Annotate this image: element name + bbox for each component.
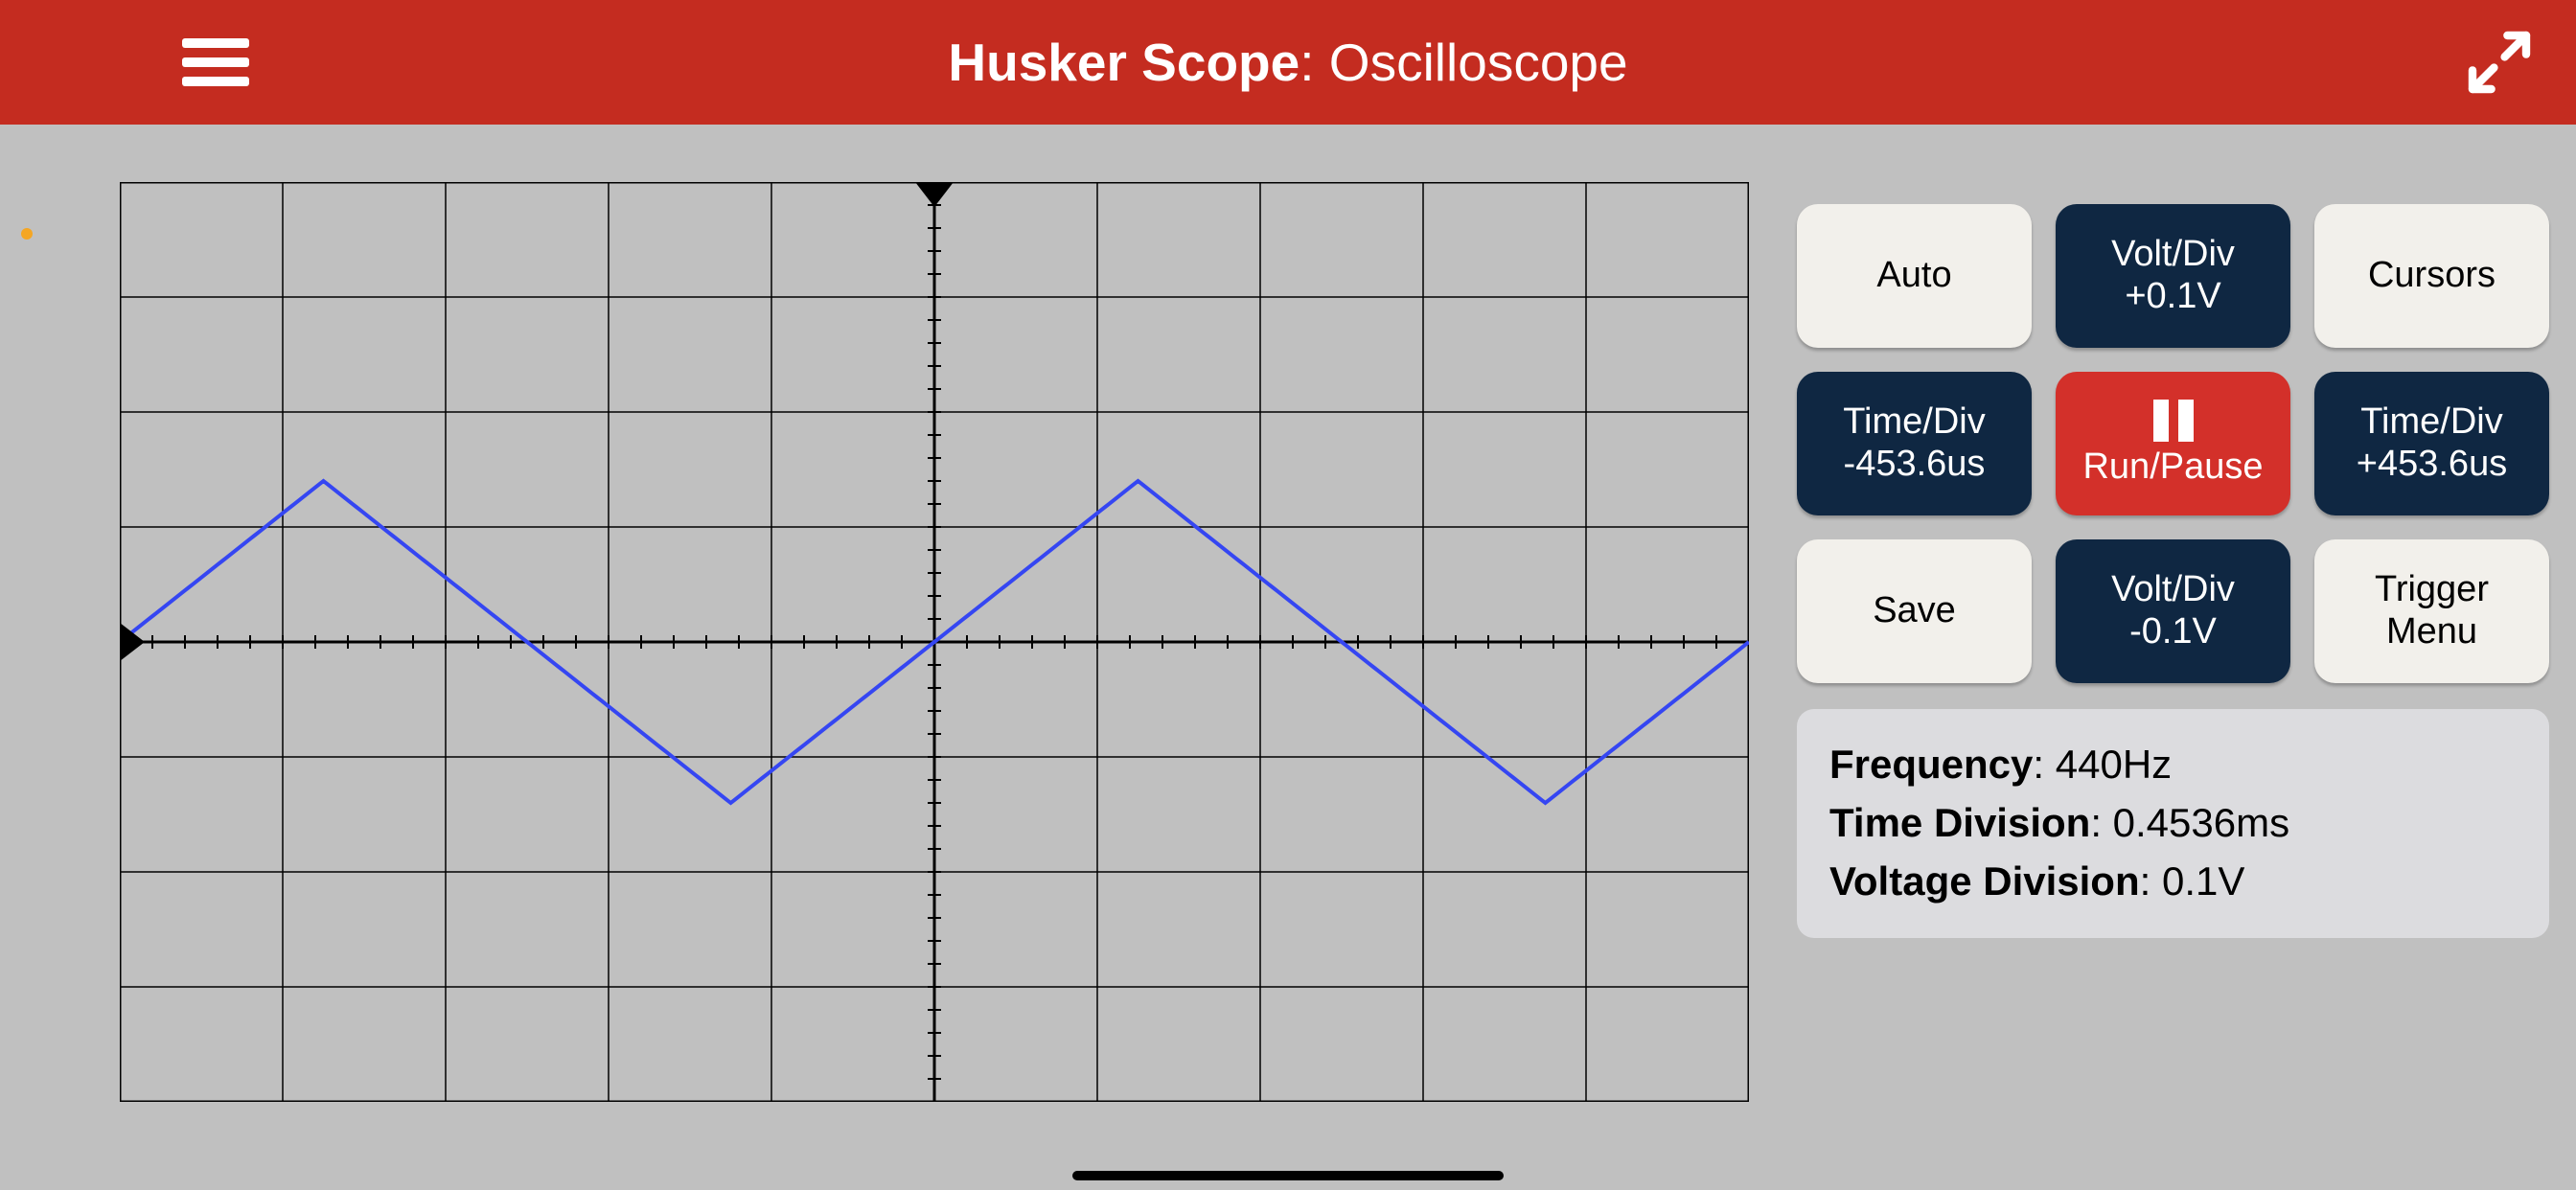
info-time-label: Time Division bbox=[1829, 800, 2090, 845]
trigger-l1: Trigger bbox=[2375, 570, 2489, 610]
time-div-down-button[interactable]: Time/Div -453.6us bbox=[1797, 372, 2032, 515]
control-grid: Auto Volt/Div +0.1V Cursors Time/Div -45… bbox=[1797, 204, 2549, 683]
volt-up-l2: +0.1V bbox=[2125, 277, 2220, 317]
page-title: Husker Scope: Oscilloscope bbox=[0, 32, 2576, 93]
trigger-l2: Menu bbox=[2386, 612, 2477, 652]
menu-icon[interactable] bbox=[182, 38, 249, 86]
time-up-l2: +453.6us bbox=[2357, 445, 2507, 485]
trigger-menu-button[interactable]: Trigger Menu bbox=[2314, 539, 2549, 683]
status-dot-icon bbox=[21, 228, 33, 240]
home-indicator[interactable] bbox=[1072, 1171, 1504, 1180]
main-content: Auto Volt/Div +0.1V Cursors Time/Div -45… bbox=[0, 125, 2576, 1190]
volt-up-l1: Volt/Div bbox=[2111, 235, 2235, 275]
app-header: Husker Scope: Oscilloscope bbox=[0, 0, 2576, 125]
time-div-up-button[interactable]: Time/Div +453.6us bbox=[2314, 372, 2549, 515]
volt-div-up-button[interactable]: Volt/Div +0.1V bbox=[2056, 204, 2290, 348]
time-down-l2: -453.6us bbox=[1844, 445, 1986, 485]
title-sub: Oscilloscope bbox=[1329, 33, 1628, 92]
info-volt-value: 0.1V bbox=[2162, 858, 2244, 904]
cursors-label: Cursors bbox=[2368, 256, 2496, 296]
scope-canvas bbox=[120, 182, 1749, 1102]
info-freq-label: Frequency bbox=[1829, 742, 2033, 787]
auto-button[interactable]: Auto bbox=[1797, 204, 2032, 348]
run-pause-label: Run/Pause bbox=[2082, 447, 2263, 488]
pause-icon bbox=[2153, 400, 2194, 442]
save-button[interactable]: Save bbox=[1797, 539, 2032, 683]
run-pause-button[interactable]: Run/Pause bbox=[2056, 372, 2290, 515]
info-panel: Frequency: 440Hz Time Division: 0.4536ms… bbox=[1797, 709, 2549, 938]
save-label: Save bbox=[1873, 591, 1956, 631]
info-time-row: Time Division: 0.4536ms bbox=[1829, 794, 2517, 853]
info-frequency-row: Frequency: 440Hz bbox=[1829, 736, 2517, 794]
time-down-l1: Time/Div bbox=[1843, 402, 1985, 443]
info-freq-value: 440Hz bbox=[2056, 742, 2172, 787]
info-volt-row: Voltage Division: 0.1V bbox=[1829, 853, 2517, 911]
cursors-button[interactable]: Cursors bbox=[2314, 204, 2549, 348]
info-volt-label: Voltage Division bbox=[1829, 858, 2140, 904]
info-time-value: 0.4536ms bbox=[2113, 800, 2289, 845]
time-up-l1: Time/Div bbox=[2360, 402, 2502, 443]
app-root: Husker Scope: Oscilloscope Auto Vol bbox=[0, 0, 2576, 1190]
volt-down-l2: -0.1V bbox=[2129, 612, 2217, 652]
volt-div-down-button[interactable]: Volt/Div -0.1V bbox=[2056, 539, 2290, 683]
auto-label: Auto bbox=[1876, 256, 1951, 296]
title-sep: : bbox=[1300, 33, 1329, 92]
oscilloscope-display[interactable] bbox=[120, 182, 1749, 1102]
volt-down-l1: Volt/Div bbox=[2111, 570, 2235, 610]
fullscreen-icon[interactable] bbox=[2466, 29, 2533, 96]
title-brand: Husker Scope bbox=[948, 33, 1300, 92]
